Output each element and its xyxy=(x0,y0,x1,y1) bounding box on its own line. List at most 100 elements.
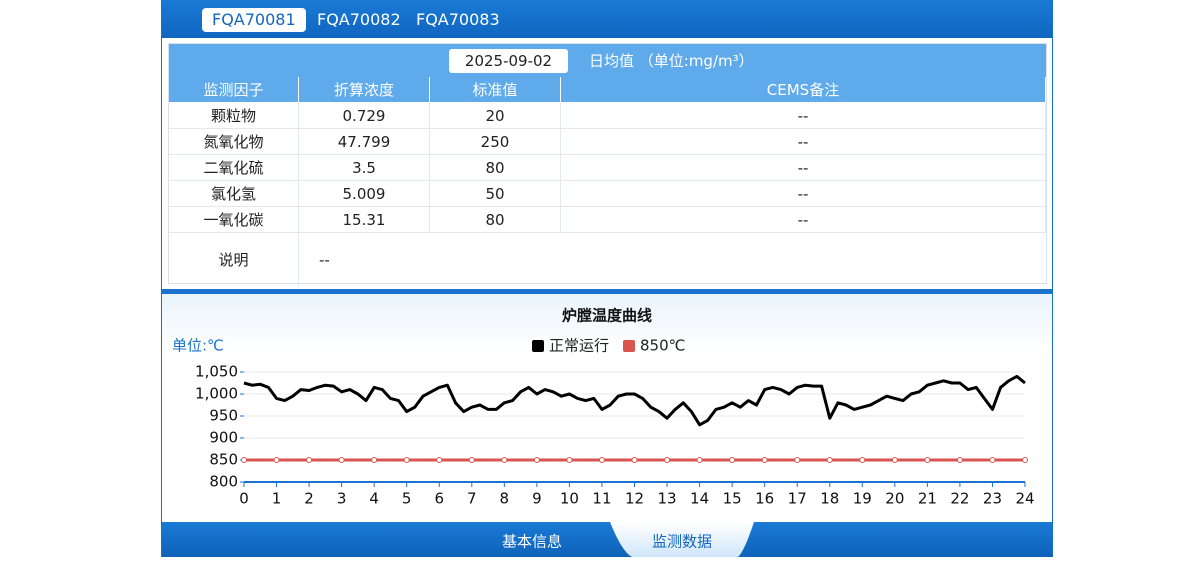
y-tick-label: 950 xyxy=(209,407,238,425)
series-point xyxy=(956,457,963,463)
x-tick-label: 24 xyxy=(1015,490,1034,508)
unit-label: 单位:℃ xyxy=(172,337,224,355)
series-point xyxy=(273,457,280,463)
table-cell: 5.009 xyxy=(299,181,430,207)
device-tabs: FQA70081 FQA70082 FQA70083 xyxy=(162,0,1052,38)
table-cell: 0.729 xyxy=(299,103,430,129)
table-cell: 15.31 xyxy=(299,207,430,233)
series-point xyxy=(338,457,345,463)
legend-label: 850℃ xyxy=(640,337,685,355)
x-tick-label: 17 xyxy=(788,490,807,508)
table-cell: 80 xyxy=(430,155,561,181)
series-point xyxy=(566,457,573,463)
active-tab xyxy=(610,522,754,557)
table-cell: -- xyxy=(561,103,1046,129)
series-point xyxy=(989,457,996,463)
bottom-bar: 基本信息 监测数据 xyxy=(162,522,1052,557)
series-point xyxy=(468,457,475,463)
bottom-tab[interactable]: 基本信息 xyxy=(502,533,562,551)
x-tick-label: 18 xyxy=(820,490,839,508)
data-table: 2025-09-02 日均值 （单位:mg/m³） 监测因子 折算浓度 标准值 CEM… xyxy=(168,43,1047,287)
table-cell: 氯化氢 xyxy=(169,181,299,207)
table-cell: 20 xyxy=(430,103,561,129)
table-cell: 250 xyxy=(430,129,561,155)
bottom-tab[interactable]: 监测数据 xyxy=(652,533,712,551)
note-label: 说明 xyxy=(169,233,299,287)
series-point xyxy=(436,457,443,463)
x-tick-label: 1 xyxy=(272,490,282,508)
legend-label: 正常运行 xyxy=(549,337,609,355)
series-line xyxy=(243,374,1026,427)
table-cell: -- xyxy=(561,155,1046,181)
device-tab[interactable]: FQA70082 xyxy=(317,10,401,29)
series-point xyxy=(598,457,605,463)
date-picker[interactable]: 2025-09-02 xyxy=(449,49,568,73)
table-cell: 二氧化硫 xyxy=(169,155,299,181)
series-point xyxy=(761,457,768,463)
separator xyxy=(162,289,1052,294)
table-cell: 80 xyxy=(430,207,561,233)
series-point xyxy=(696,457,703,463)
y-tick-label: 1,050 xyxy=(195,363,238,381)
column-header: 标准值 xyxy=(430,77,561,103)
series-point xyxy=(533,457,540,463)
series-point xyxy=(371,457,378,463)
table-cell: -- xyxy=(561,129,1046,155)
x-tick-label: 20 xyxy=(885,490,904,508)
legend-swatch xyxy=(623,340,636,352)
x-tick-label: 9 xyxy=(532,490,542,508)
series-point xyxy=(501,457,508,463)
x-tick-label: 4 xyxy=(369,490,379,508)
table-cell: 一氧化碳 xyxy=(169,207,299,233)
series-point xyxy=(403,457,410,463)
y-tick-label: 850 xyxy=(209,451,238,469)
series-point xyxy=(1022,457,1028,463)
table-cell: -- xyxy=(561,181,1046,207)
table-cell: 氮氧化物 xyxy=(169,129,299,155)
column-header: 折算浓度 xyxy=(299,77,430,103)
series-point xyxy=(664,457,671,463)
y-tick-label: 800 xyxy=(209,473,238,491)
x-tick-label: 22 xyxy=(950,490,969,508)
x-tick-label: 3 xyxy=(337,490,347,508)
x-tick-label: 11 xyxy=(592,490,611,508)
series-point xyxy=(859,457,866,463)
table-cell: 50 xyxy=(430,181,561,207)
series-point xyxy=(891,457,898,463)
device-tab[interactable]: FQA70081 xyxy=(202,8,306,32)
legend-swatch xyxy=(532,340,544,352)
x-tick-label: 6 xyxy=(434,490,444,508)
y-tick-label: 1,000 xyxy=(195,385,238,403)
x-tick-label: 5 xyxy=(402,490,412,508)
series-point xyxy=(631,457,638,463)
device-tab[interactable]: FQA70083 xyxy=(416,10,500,29)
x-tick-label: 7 xyxy=(467,490,477,508)
x-tick-label: 15 xyxy=(723,490,742,508)
column-header: CEMS备注 xyxy=(561,77,1046,103)
series-point xyxy=(826,457,833,463)
caption: 日均值 （单位:mg/m³） xyxy=(589,52,754,70)
column-header: 监测因子 xyxy=(169,77,299,103)
x-tick-label: 14 xyxy=(690,490,709,508)
x-tick-label: 0 xyxy=(239,490,249,508)
table-cell: 颗粒物 xyxy=(169,103,299,129)
series-point xyxy=(729,457,736,463)
x-tick-label: 12 xyxy=(625,490,644,508)
x-tick-label: 13 xyxy=(657,490,676,508)
panel: FQA70081 FQA70082 FQA70083 2025-09-02 日均… xyxy=(161,0,1053,557)
series-point xyxy=(794,457,801,463)
x-tick-label: 19 xyxy=(853,490,872,508)
series-point xyxy=(306,457,313,463)
chart-area: 炉膛温度曲线 单位:℃ 800 850 900 950 1,000 1,050 0 1 2 3 4 5… xyxy=(162,294,1052,522)
bottom-tabs: 基本信息 监测数据 xyxy=(162,522,1052,557)
x-tick-label: 23 xyxy=(983,490,1002,508)
series-point xyxy=(924,457,931,463)
series-point xyxy=(241,457,247,463)
table-cell: 47.799 xyxy=(299,129,430,155)
x-tick-label: 10 xyxy=(560,490,579,508)
bar-bg xyxy=(162,522,1052,557)
date-row: 2025-09-02 日均值 （单位:mg/m³） xyxy=(169,44,1046,77)
x-tick-label: 21 xyxy=(918,490,937,508)
